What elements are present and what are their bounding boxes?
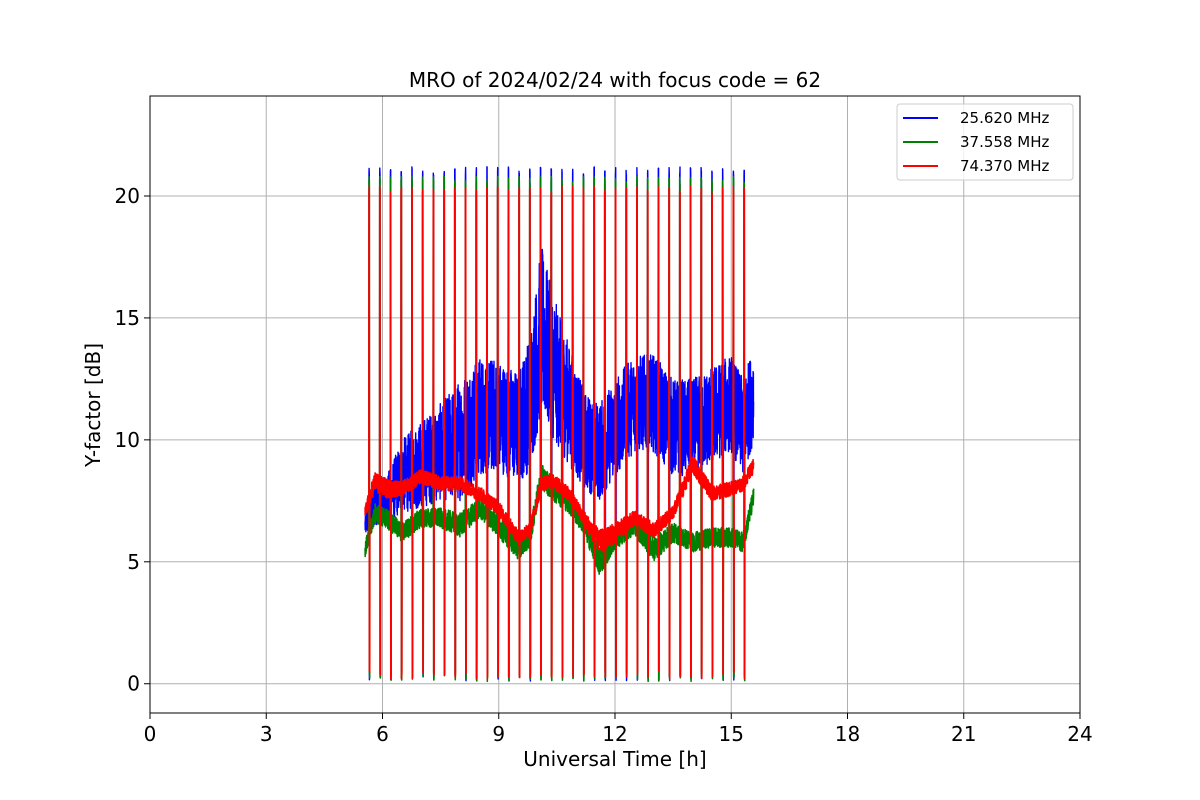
series-line [364,185,755,680]
legend-box [896,103,1074,181]
x-tick-label: 3 [260,722,273,746]
y-tick-label: 10 [115,428,140,452]
y-tick-label: 0 [127,672,140,696]
x-tick-label: 12 [602,722,627,746]
x-tick-label: 9 [492,722,505,746]
y-axis-label: Y-factor [dB] [81,343,105,468]
series-line [364,175,755,683]
chart-title: MRO of 2024/02/24 with focus code = 62 [409,68,821,92]
legend-label: 37.558 MHz [960,133,1049,151]
x-axis: 0 3 6 9 12 15 18 21 24 [144,713,1093,746]
legend-label: 74.370 MHz [960,157,1049,175]
x-tick-label: 6 [376,722,389,746]
x-tick-label: 24 [1067,722,1092,746]
legend-label: 25.620 MHz [960,109,1049,127]
x-tick-label: 18 [835,722,860,746]
x-tick-label: 15 [719,722,744,746]
x-tick-label: 0 [144,722,157,746]
y-tick-label: 5 [127,550,140,574]
legend: 25.620 MHz 37.558 MHz 74.370 MHz [896,103,1074,181]
series-line [364,166,755,682]
y-tick-label: 15 [115,306,140,330]
y-axis: 0 5 10 15 20 [115,184,150,696]
y-tick-label: 20 [115,184,140,208]
x-tick-label: 21 [951,722,976,746]
series-layer [364,166,755,683]
x-axis-label: Universal Time [h] [523,747,706,771]
